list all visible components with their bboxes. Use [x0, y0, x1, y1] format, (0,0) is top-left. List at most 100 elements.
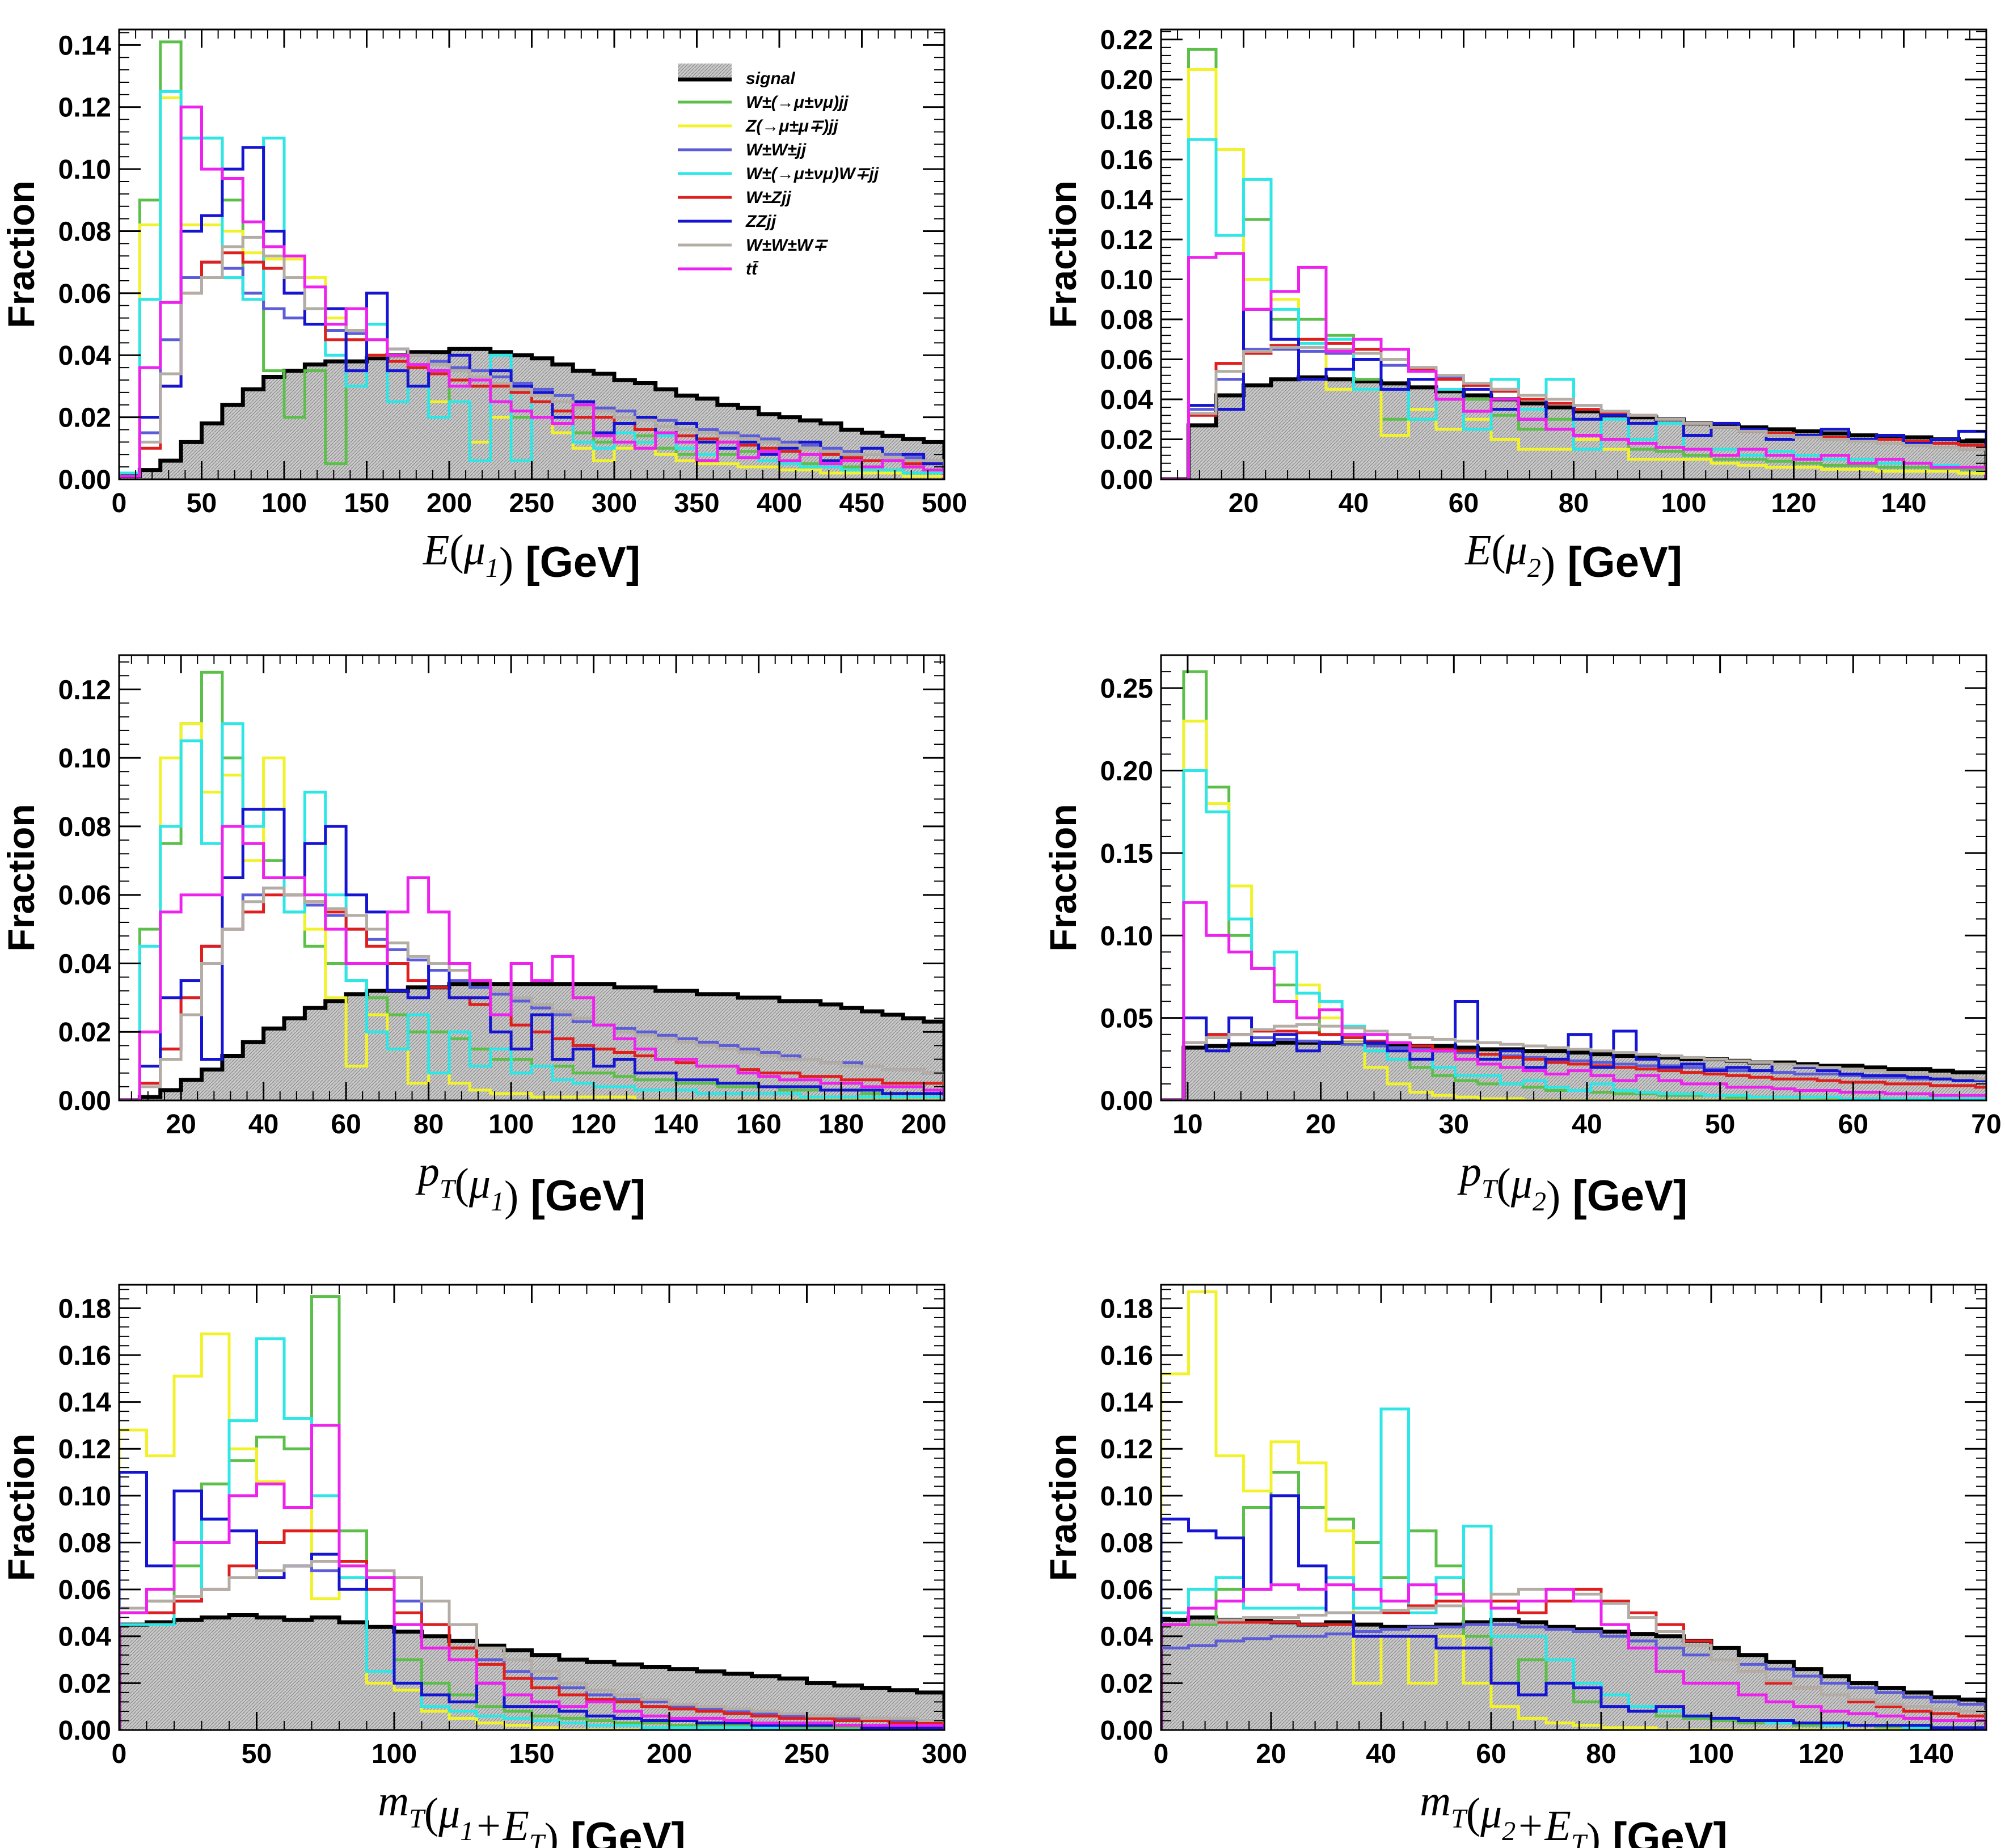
y-tick-label: 0.14 — [1100, 185, 1154, 216]
y-tick-label: 0.10 — [58, 1482, 111, 1512]
x-tick-label: 20 — [166, 1109, 196, 1140]
series-wzjj — [119, 251, 944, 479]
series-zzjj — [1161, 1494, 1986, 1730]
y-tick-label: 0.08 — [58, 812, 111, 842]
histogram-energy-mu2: 0.00 0.02 0.04 0.06 0.08 0.10 0.12 0.14 0.16 0.18… — [1042, 26, 1987, 587]
series-www — [119, 1560, 944, 1730]
x-tick-label: 140 — [653, 1109, 699, 1140]
x-axis-label: mT(μ2+ET) [GeV] — [1420, 1777, 1728, 1848]
x-tick-label: 120 — [1771, 488, 1816, 518]
x-tick-label: 160 — [736, 1109, 782, 1140]
y-tick-label: 0.06 — [58, 881, 111, 911]
y-tick-label: 0.22 — [1100, 26, 1153, 56]
plot-series — [119, 1295, 944, 1730]
x-tick-label: 80 — [413, 1109, 444, 1140]
x-axis-label: pT(μ2) [GeV] — [1457, 1147, 1687, 1220]
y-tick-label: 0.06 — [58, 1575, 111, 1605]
x-tick-label: 20 — [1229, 488, 1259, 518]
x-tick-label: 300 — [922, 1739, 967, 1769]
histogram-mt-mu2-met: 0.00 0.02 0.04 0.06 0.08 0.10 0.12 0.14 0.16 0.18… — [1042, 1284, 1987, 1848]
y-axis-label: Fraction — [1042, 1433, 1084, 1581]
histogram-mt-mu1-met: 0.00 0.02 0.04 0.06 0.08 0.10 0.12 0.14 0.16 0.18… — [0, 1284, 967, 1848]
x-tick-label: 100 — [1661, 488, 1706, 518]
x-tick-label: 100 — [488, 1109, 534, 1140]
series-wwjj-mu — [1161, 138, 1986, 479]
x-tick-label: 0 — [112, 488, 127, 518]
x-tick-label: 20 — [1256, 1739, 1286, 1769]
y-tick-label: 0.06 — [58, 279, 111, 309]
x-tick-label: 180 — [818, 1109, 864, 1140]
x-tick-label: 450 — [839, 488, 884, 518]
y-axis-label: Fraction — [1042, 180, 1084, 328]
y-tick-label: 0.04 — [58, 341, 112, 371]
y-tick-label: 0.25 — [1100, 674, 1153, 704]
y-tick-label: 0.20 — [1100, 757, 1153, 787]
y-tick-label: 0.10 — [58, 744, 111, 774]
legend-label-zzjj: ZZjj — [745, 212, 776, 231]
series-tt — [1161, 1583, 1986, 1730]
y-tick-label: 0.06 — [1100, 1575, 1153, 1605]
legend: signal W±(→μ±νμ)jj Z(→μ±μ∓)jj W±W±jj W±(→μ±ν… — [678, 64, 879, 279]
y-axis-label: Fraction — [0, 180, 42, 328]
y-tick-label: 0.10 — [1100, 921, 1153, 951]
y-tick-label: 0.16 — [1100, 145, 1153, 175]
x-tick-label: 250 — [509, 488, 554, 518]
x-axis-label: mT(μ1+ET) [GeV] — [378, 1777, 686, 1848]
y-tick-label: 0.08 — [1100, 305, 1153, 335]
series-tt — [1161, 901, 1986, 1100]
x-tick-label: 150 — [509, 1739, 554, 1769]
plot-series — [1161, 1290, 1986, 1730]
y-tick-label: 0.12 — [58, 675, 111, 705]
legend-label-tt: tt̄ — [746, 260, 759, 279]
legend-label-wwjj: W±W±jj — [746, 141, 807, 159]
y-tick-label: 0.14 — [58, 31, 112, 61]
x-tick-label: 60 — [1476, 1739, 1506, 1769]
x-tick-label: 400 — [757, 488, 802, 518]
series-zzjj — [1161, 1000, 1986, 1100]
x-tick-label: 60 — [1838, 1109, 1868, 1140]
series-www — [119, 887, 944, 1100]
x-tick-label: 120 — [1799, 1739, 1844, 1769]
x-tick-label: 40 — [1572, 1109, 1602, 1140]
y-axis-label: Fraction — [1042, 804, 1084, 951]
y-tick-label: 0.00 — [58, 1086, 111, 1116]
series-www — [1161, 1588, 1986, 1730]
x-tick-label: 30 — [1439, 1109, 1469, 1140]
y-tick-label: 0.04 — [58, 949, 112, 979]
x-tick-label: 40 — [1366, 1739, 1396, 1769]
plot-series — [119, 670, 944, 1100]
x-tick-label: 500 — [922, 488, 967, 518]
y-tick-label: 0.12 — [58, 1434, 111, 1465]
y-tick-label: 0.12 — [1100, 1434, 1153, 1465]
x-tick-label: 200 — [647, 1739, 692, 1769]
series-zjj — [1161, 67, 1986, 479]
plot-series — [1161, 48, 1986, 479]
histogram-pt-mu1: 0.00 0.02 0.04 0.06 0.08 0.10 0.12 20 40 60 80 100 1… — [0, 654, 947, 1220]
x-tick-label: 60 — [331, 1109, 361, 1140]
x-tick-label: 50 — [187, 488, 217, 518]
y-tick-label: 0.02 — [1100, 1669, 1153, 1699]
x-tick-label: 150 — [344, 488, 389, 518]
y-tick-label: 0.02 — [58, 1018, 111, 1048]
x-tick-label: 140 — [1881, 488, 1926, 518]
plot-frame — [118, 654, 945, 1102]
y-tick-label: 0.04 — [1100, 385, 1154, 415]
y-tick-label: 0.18 — [1100, 1294, 1153, 1324]
y-tick-label: 0.12 — [58, 93, 111, 123]
y-tick-label: 0.05 — [1100, 1004, 1153, 1034]
x-tick-label: 350 — [674, 488, 719, 518]
y-tick-label: 0.12 — [1100, 225, 1153, 255]
y-tick-label: 0.08 — [1100, 1528, 1153, 1558]
series-wwjj-mu — [119, 1337, 944, 1730]
x-tick-label: 80 — [1586, 1739, 1616, 1769]
y-tick-label: 0.06 — [1100, 345, 1153, 375]
x-tick-label: 10 — [1172, 1109, 1202, 1140]
series-signal-line — [119, 1613, 944, 1730]
x-tick-label: 100 — [1689, 1739, 1734, 1769]
x-tick-label: 0 — [112, 1739, 127, 1769]
x-tick-label: 50 — [242, 1739, 272, 1769]
y-tick-label: 0.14 — [58, 1388, 112, 1418]
legend-label-wjj: W±(→μ±νμ)jj — [746, 93, 849, 112]
y-tick-label: 0.00 — [58, 465, 111, 495]
legend-label-wzjj: W±Zjj — [746, 188, 791, 207]
